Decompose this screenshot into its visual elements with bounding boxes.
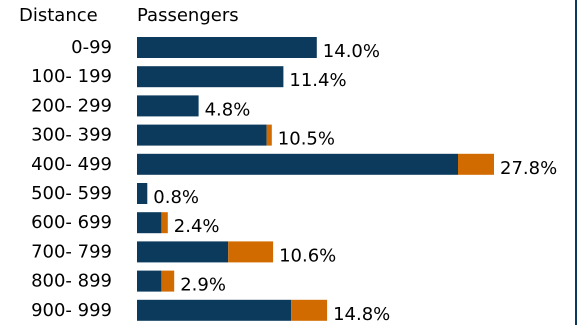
value-label: 14.8% bbox=[333, 304, 390, 325]
category-label: 800- 899 bbox=[31, 271, 112, 292]
value-label: 14.0% bbox=[323, 41, 380, 62]
category-label: 200- 299 bbox=[31, 95, 112, 116]
bar-segment-primary bbox=[137, 212, 162, 234]
value-label: 27.8% bbox=[500, 158, 557, 179]
category-label: 700- 799 bbox=[31, 241, 112, 262]
category-label: 600- 699 bbox=[31, 212, 112, 233]
bar-segment-secondary bbox=[228, 241, 274, 263]
passengers-column-header: Passengers bbox=[137, 5, 239, 26]
value-label: 10.6% bbox=[279, 245, 336, 266]
value-label: 10.5% bbox=[278, 129, 335, 150]
bar-segment-primary bbox=[137, 153, 458, 175]
category-label: 300- 399 bbox=[31, 125, 112, 146]
bar-segment-primary bbox=[137, 299, 292, 321]
value-label: 4.8% bbox=[205, 99, 251, 120]
value-label: 11.4% bbox=[289, 70, 346, 91]
bar-segment-primary bbox=[137, 241, 229, 263]
bar-segment-secondary bbox=[291, 299, 328, 321]
bar-segment-secondary bbox=[161, 212, 168, 234]
bar-segment-primary bbox=[137, 95, 199, 117]
distance-column-header: Distance bbox=[19, 5, 98, 26]
bar-segment-primary bbox=[137, 124, 267, 146]
bar-segment-secondary bbox=[266, 124, 272, 146]
value-label: 2.4% bbox=[174, 216, 220, 237]
bar-segment-primary bbox=[137, 183, 148, 204]
category-label: 900- 999 bbox=[31, 300, 112, 321]
bar-segment-primary bbox=[137, 37, 317, 58]
category-label: 500- 599 bbox=[31, 183, 112, 204]
value-label: 2.9% bbox=[180, 275, 226, 296]
right-border bbox=[575, 0, 577, 325]
bar-segment-secondary bbox=[458, 153, 494, 175]
category-label: 100- 199 bbox=[31, 66, 112, 87]
category-label: 400- 499 bbox=[31, 154, 112, 175]
bar-segment-primary bbox=[137, 270, 162, 292]
category-label: 0-99 bbox=[71, 37, 112, 58]
value-label: 0.8% bbox=[153, 187, 199, 208]
bar-segment-primary bbox=[137, 66, 284, 88]
bar-segment-secondary bbox=[161, 270, 175, 292]
